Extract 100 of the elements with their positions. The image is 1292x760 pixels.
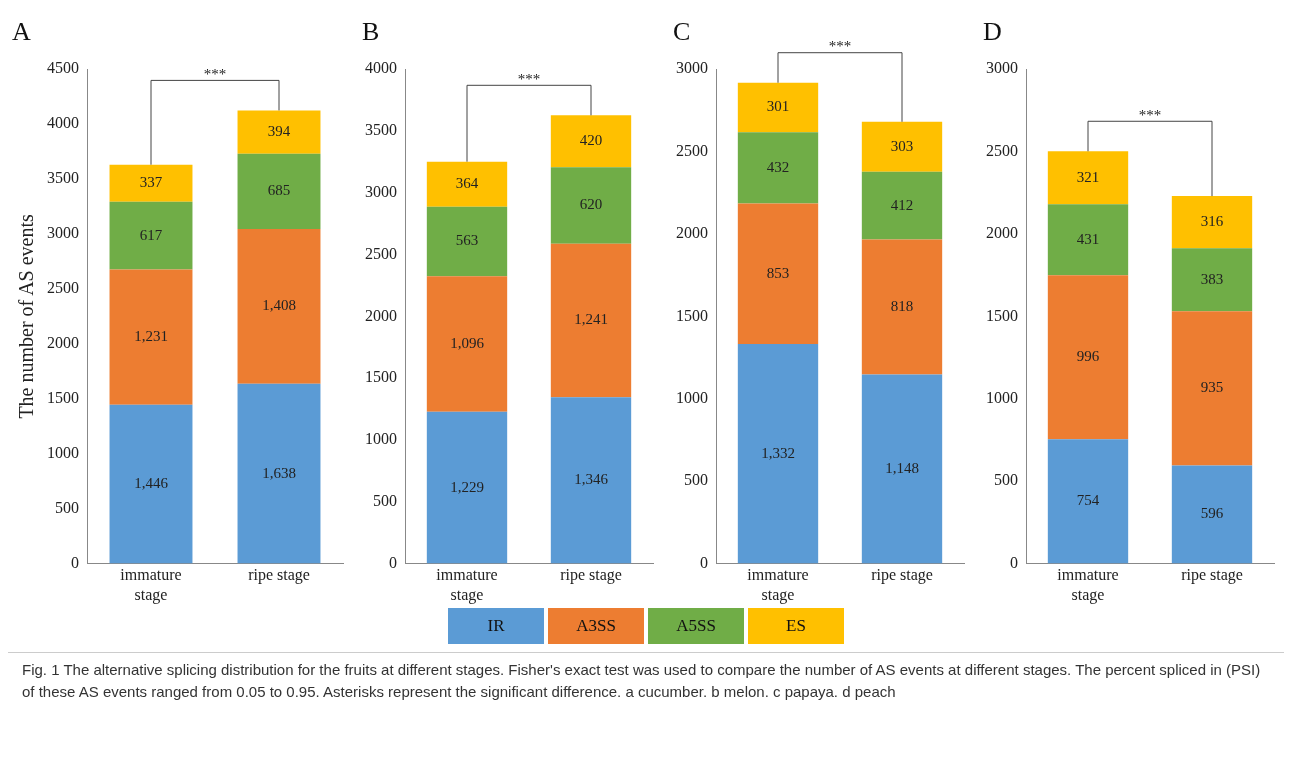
annotation: *** bbox=[518, 70, 541, 87]
data-label: 316 bbox=[1200, 213, 1224, 230]
y-tick-label: 1000 bbox=[675, 389, 708, 406]
bar bbox=[1047, 204, 1129, 276]
caption: Fig. 1 The alternative splicing distribution for the fruits at different stages. Fisher's exact test was used to compare the number of AS events at different stages. The percent spliced in (PSI) of these AS events ranged from 0.05 to 0.95. Asterisks represent the significant difference. a cucumber. b melon. c papaya. d peach bbox=[22, 660, 1262, 702]
y-tick-label: 3500 bbox=[47, 169, 79, 187]
y-tick-label: 3000 bbox=[985, 59, 1018, 77]
bar bbox=[861, 239, 942, 375]
bar bbox=[1171, 465, 1253, 564]
data-label: 394 bbox=[267, 122, 291, 139]
y-tick-label: 0 bbox=[71, 553, 79, 571]
data-label: 818 bbox=[890, 297, 913, 314]
bar bbox=[861, 374, 942, 564]
y-tick-label: 1500 bbox=[47, 389, 79, 406]
text: ES bbox=[748, 608, 844, 644]
data-label: 1,446 bbox=[134, 475, 169, 492]
y-tick-label: 1500 bbox=[365, 368, 398, 386]
y-tick-label: 0 bbox=[699, 553, 708, 571]
bar bbox=[427, 276, 508, 412]
y-tick-label: 1000 bbox=[985, 389, 1018, 406]
y-tick-label: 1000 bbox=[47, 443, 79, 461]
y-tick-label: 2000 bbox=[985, 224, 1018, 242]
x-tick-label: ripe stage bbox=[1181, 566, 1243, 585]
bar bbox=[1171, 311, 1253, 466]
data-label: 1,096 bbox=[450, 334, 485, 351]
x-tick-label: ripe stage bbox=[870, 566, 933, 585]
data-label: 596 bbox=[1200, 505, 1224, 522]
bar bbox=[1047, 151, 1129, 205]
text: A3SS bbox=[548, 608, 644, 644]
data-label: 1,408 bbox=[262, 297, 296, 314]
bar bbox=[1047, 275, 1129, 440]
y-tick-label: 4000 bbox=[47, 114, 79, 132]
bar bbox=[1047, 439, 1129, 564]
data-label: 620 bbox=[580, 196, 603, 213]
y-tick-label: 4000 bbox=[365, 59, 398, 77]
chart-title: C bbox=[672, 17, 690, 47]
x-tick-label: immature stage bbox=[120, 566, 182, 604]
y-tick-label: 3000 bbox=[365, 183, 398, 200]
y-tick-label: 0 bbox=[389, 553, 398, 571]
bar bbox=[427, 161, 508, 207]
data-label: 685 bbox=[267, 182, 291, 199]
bar bbox=[427, 411, 508, 564]
bar bbox=[109, 201, 193, 270]
y-tick-label: 2000 bbox=[47, 334, 79, 352]
annotation: *** bbox=[203, 65, 227, 82]
y-tick-label: 3000 bbox=[47, 224, 79, 242]
y-tick-label: 500 bbox=[683, 471, 708, 489]
x-tick-label: ripe stage bbox=[560, 566, 623, 585]
data-label: 364 bbox=[456, 175, 480, 192]
bar bbox=[551, 115, 632, 168]
chart-title: A bbox=[12, 17, 31, 47]
bar bbox=[109, 164, 193, 202]
bar bbox=[109, 269, 193, 405]
x-tick-label: immature stage bbox=[747, 566, 809, 604]
y-tick-label: 2000 bbox=[365, 306, 398, 324]
y-tick-label: 500 bbox=[993, 471, 1018, 489]
data-label: 337 bbox=[139, 174, 163, 191]
bar bbox=[1171, 248, 1253, 312]
bar bbox=[551, 243, 632, 398]
data-label: 1,638 bbox=[262, 464, 296, 481]
chart-title: D bbox=[982, 17, 1002, 47]
y-axis-title: The number of AS events bbox=[15, 213, 38, 419]
bar bbox=[427, 206, 508, 277]
data-label: 321 bbox=[1076, 168, 1100, 185]
y-tick-label: 2500 bbox=[675, 141, 708, 159]
data-label: 1,231 bbox=[134, 328, 168, 345]
y-tick-label: 500 bbox=[373, 492, 398, 509]
bar bbox=[737, 203, 818, 345]
bar bbox=[861, 171, 942, 240]
x-tick-label: immature stage bbox=[436, 566, 498, 604]
data-label: 301 bbox=[766, 98, 789, 115]
y-tick-label: 1500 bbox=[675, 306, 708, 324]
data-label: 754 bbox=[1076, 492, 1100, 509]
y-tick-label: 4500 bbox=[47, 59, 79, 77]
data-label: 996 bbox=[1076, 348, 1100, 365]
data-label: 383 bbox=[1200, 270, 1224, 287]
x-tick-label: immature stage bbox=[1057, 566, 1119, 604]
bar bbox=[551, 397, 632, 564]
data-label: 303 bbox=[890, 137, 913, 154]
data-label: 617 bbox=[139, 226, 163, 243]
data-label: 853 bbox=[766, 264, 789, 281]
data-label: 432 bbox=[766, 158, 789, 175]
bar bbox=[737, 132, 818, 204]
text: *** bbox=[828, 38, 851, 55]
data-label: 1,346 bbox=[574, 471, 609, 488]
bar bbox=[237, 383, 321, 564]
y-tick-label: 3000 bbox=[675, 59, 708, 77]
data-label: 1,332 bbox=[760, 444, 795, 461]
text: IR bbox=[448, 608, 544, 644]
y-tick-label: 3500 bbox=[365, 121, 398, 139]
data-label: 420 bbox=[580, 132, 603, 149]
bar bbox=[237, 228, 321, 384]
bar bbox=[737, 82, 818, 133]
y-tick-label: 0 bbox=[1009, 553, 1018, 571]
bar bbox=[237, 110, 321, 154]
data-label: 412 bbox=[890, 196, 913, 213]
bar bbox=[737, 344, 818, 564]
data-label: 1,241 bbox=[574, 311, 609, 328]
y-tick-label: 2000 bbox=[675, 224, 708, 242]
y-tick-label: 2500 bbox=[985, 141, 1018, 159]
